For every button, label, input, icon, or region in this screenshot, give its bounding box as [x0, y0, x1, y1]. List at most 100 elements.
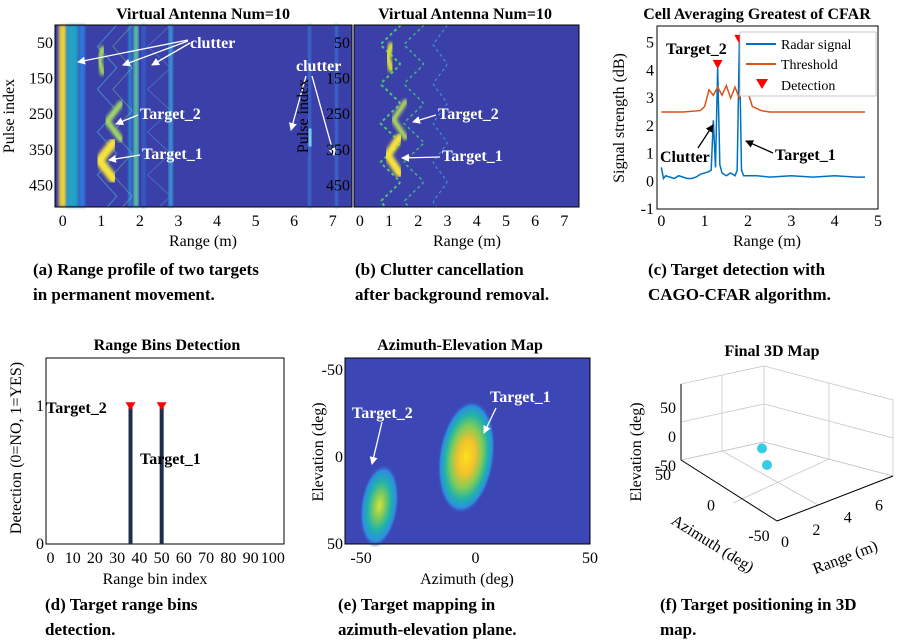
echo-trace — [146, 24, 172, 208]
annotation-e-target-2: Target_2 — [352, 405, 413, 422]
annotation-e-target-1: Target_1 — [490, 389, 551, 406]
legend-detection: Detection — [781, 79, 835, 94]
panel-a-xtick: 1 — [97, 213, 105, 230]
panel-d-xtick: 100 — [261, 550, 285, 567]
panel-d-xtick: 70 — [198, 550, 214, 567]
panel-e-title: Azimuth-Elevation Map — [377, 337, 543, 354]
panel-d-ytick: 0 — [36, 536, 44, 553]
panel-c-ytick: 0 — [646, 173, 654, 190]
detection-bar — [159, 406, 164, 544]
panel-d-xtick: 10 — [65, 550, 81, 567]
panel-c-ytick: -1 — [641, 201, 654, 218]
panel-b-xtick: 6 — [531, 213, 539, 230]
target-point — [757, 443, 768, 454]
caption-b-line-2: after background removal. — [355, 285, 549, 304]
panel-b-ytick: 450 — [326, 178, 350, 195]
target-trace — [432, 24, 449, 208]
panel-c-xtick: 3 — [787, 213, 795, 230]
panel-f-ztick: -50 — [655, 458, 676, 475]
panel-c: Cell Averaging Greatest of CFAR 0 1 2 3 4 5 -… — [611, 6, 882, 250]
panel-a-ytick: 150 — [29, 71, 53, 88]
panel-c-xlabel: Range (m) — [733, 233, 801, 250]
detection-bar — [128, 406, 133, 544]
panel-a-xtick: 7 — [329, 213, 337, 230]
panel-c-ylabel: Signal strength (dB) — [611, 53, 628, 183]
panel-f-xlabel: Range (m) — [811, 538, 881, 578]
panel-b-annotations: Target_2 Target_1 — [401, 106, 503, 165]
annotation-c-clutter: Clutter — [660, 149, 710, 166]
panel-b-xtick: 0 — [356, 213, 364, 230]
panel-e-xlabel: Azimuth (deg) — [420, 571, 514, 588]
panel-d-title: Range Bins Detection — [94, 337, 241, 354]
clutter-band — [128, 25, 133, 207]
panel-d-xtick: 50 — [154, 550, 170, 567]
panel-d-xtick: 20 — [87, 550, 103, 567]
caption-f-line-1: (f) Target positioning in 3D — [660, 595, 856, 614]
panel-d: Range Bins Detection 0 10 20 30 40 50 60 70 80 90… — [8, 337, 285, 588]
caption-a-line-2: in permanent movement. — [33, 285, 215, 304]
annotation-b-target-2: Target_2 — [438, 106, 499, 123]
caption-e-line-2: azimuth-elevation plane. — [338, 620, 517, 639]
panel-b-ytick: 150 — [326, 71, 350, 88]
heat-blob-target-2 — [359, 464, 400, 548]
panel-b-xtick: 4 — [473, 213, 481, 230]
panel-e-ylabel: Elevation (deg) — [310, 402, 327, 501]
panel-e-ytick: 50 — [327, 536, 343, 553]
panel-f-zlabel: Elevation (deg) — [628, 402, 645, 501]
panel-a: Virtual Antenna Num=10 0 1 2 3 4 5 6 7 50 150 250… — [1, 6, 353, 250]
panel-d-axes — [45, 357, 285, 545]
annotation-c-target-2: Target_2 — [666, 41, 727, 58]
panel-d-ylabel: Detection (0=NO, 1=YES) — [8, 362, 25, 534]
clutter-band — [79, 25, 85, 207]
panel-e-xtick: 50 — [582, 550, 598, 567]
panel-a-xtick: 5 — [252, 213, 260, 230]
panel-e-xtick: -50 — [350, 550, 371, 567]
clutter-band — [308, 25, 312, 207]
caption-c-line-2: CAGO-CFAR algorithm. — [648, 285, 831, 304]
annotation-clutter-2: clutter — [296, 58, 341, 75]
target-trace — [403, 24, 426, 208]
panel-e-annotations: Target_2 Target_1 — [352, 389, 551, 465]
detection-marker — [125, 402, 136, 411]
clutter-band — [66, 25, 79, 207]
annotation-b-target-1: Target_1 — [442, 148, 503, 165]
panel-c-ytick: 4 — [646, 62, 654, 79]
panel-b-xtick: 5 — [502, 213, 510, 230]
panel-b-title: Virtual Antenna Num=10 — [378, 6, 552, 23]
caption-d-line-1: (d) Target range bins — [45, 595, 198, 614]
panel-e-ytick: -50 — [322, 362, 343, 379]
panel-a-xtick: 2 — [136, 213, 144, 230]
panel-a-ytick: 450 — [29, 178, 53, 195]
panel-a-ytick: 350 — [29, 142, 53, 159]
panel-d-xtick: 0 — [46, 550, 54, 567]
panel-a-xtick: 4 — [213, 213, 221, 230]
caption-e-line-1: (e) Target mapping in — [338, 595, 496, 614]
caption-f-line-2: map. — [660, 620, 696, 639]
panel-a-annotations: clutter clutter Target_2 Target_1 — [77, 35, 341, 163]
panel-a-ylabel: Pulse index — [1, 79, 18, 153]
annotation-c-target-1: Target_1 — [775, 147, 836, 164]
panel-b: Virtual Antenna Num=10 0 1 2 3 4 5 6 7 50 150 250… — [295, 6, 580, 250]
panel-c-xtick: 4 — [831, 213, 839, 230]
clutter-band — [141, 25, 146, 207]
panel-d-ytick: 1 — [36, 398, 44, 415]
panel-d-xtick: 40 — [131, 550, 147, 567]
heat-blob-target-1 — [437, 400, 496, 514]
panel-b-ylabel: Pulse index — [295, 79, 312, 153]
panel-a-xtick: 3 — [174, 213, 182, 230]
clutter-band — [335, 25, 339, 207]
legend-radar-signal: Radar signal — [781, 38, 851, 53]
legend-threshold: Threshold — [781, 58, 838, 73]
panel-a-title: Virtual Antenna Num=10 — [116, 6, 290, 23]
panel-c-xtick: 2 — [744, 213, 752, 230]
annotation-d-target-1: Target_1 — [140, 451, 201, 468]
panel-a-plot — [54, 24, 353, 208]
panel-d-xtick: 30 — [109, 550, 125, 567]
panel-c-xtick: 5 — [874, 213, 882, 230]
caption-b-line-1: (b) Clutter cancellation — [355, 260, 524, 279]
panel-f-axes — [680, 384, 894, 522]
captions: (a) Range profile of two targets in perma… — [33, 260, 856, 639]
clutter-band — [168, 25, 173, 207]
